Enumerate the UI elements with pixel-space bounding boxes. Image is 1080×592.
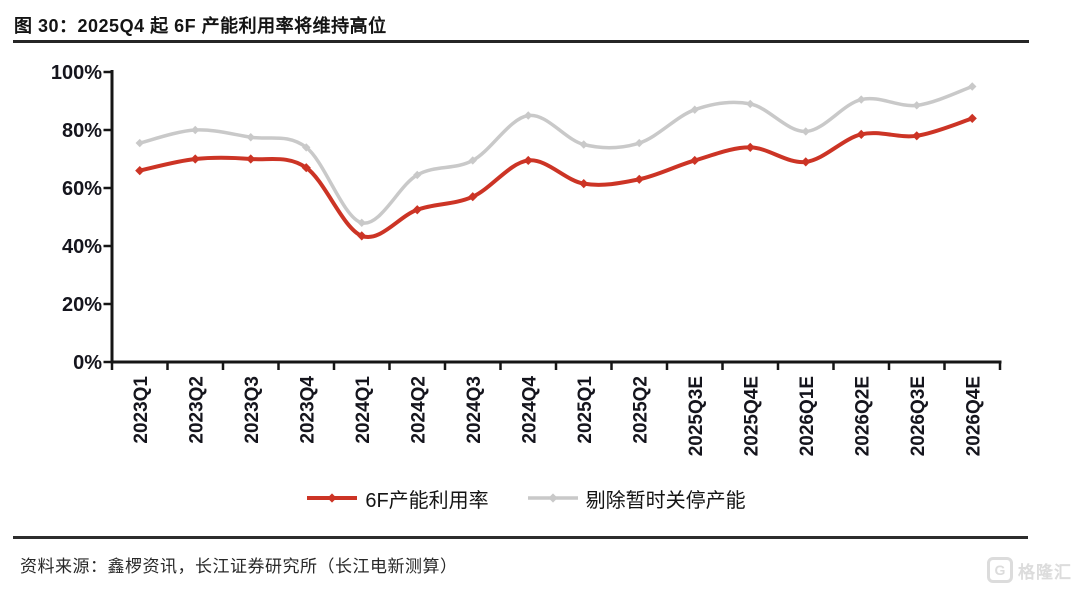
x-tick-label: 2026Q3E (908, 376, 929, 456)
series-data-point-1 (635, 138, 644, 148)
source-note: 资料来源：鑫椤资讯，长江证券研究所（长江电新测算） (20, 557, 458, 576)
series-data-point-0 (523, 155, 533, 166)
y-tick-label: 20% (62, 294, 102, 316)
y-tick-label: 0% (73, 352, 102, 374)
series-data-point-1 (690, 105, 699, 114)
series-data-point-1 (801, 127, 810, 136)
series-data-point-0 (135, 166, 145, 176)
footer-divider (13, 536, 1028, 539)
x-tick-label: 2026Q1E (797, 376, 818, 456)
legend-diamond-marker (548, 493, 558, 503)
x-tick-label: 2025Q3E (686, 376, 707, 456)
legend-item-6f-utilization: 6F产能利用率 (306, 484, 489, 513)
series-data-point-0 (912, 131, 922, 141)
chart-legend: 6F产能利用率 剔除暂时关停产能 (0, 484, 1066, 512)
series-data-point-0 (745, 142, 755, 152)
legend-label-excluded: 剔除暂时关停产能 (585, 489, 746, 512)
series-data-point-0 (246, 154, 256, 164)
series-data-point-0 (579, 179, 589, 189)
series-data-point-1 (191, 125, 200, 135)
series-data-point-0 (190, 154, 200, 164)
series-data-point-0 (357, 231, 367, 241)
x-tick-label: 2025Q1 (575, 376, 596, 444)
series-data-point-0 (412, 205, 422, 215)
series-data-point-1 (135, 138, 144, 148)
series-data-point-0 (967, 113, 977, 123)
x-tick-label: 2023Q4 (297, 376, 318, 444)
series-data-point-1 (302, 143, 311, 152)
series-data-point-0 (801, 157, 811, 167)
y-tick-label: 40% (62, 236, 102, 258)
series-data-point-0 (468, 192, 478, 202)
series-data-point-1 (413, 170, 422, 180)
series-data-point-1 (579, 140, 588, 149)
series-data-point-1 (357, 218, 366, 227)
series-data-point-0 (690, 155, 700, 166)
x-tick-label: 2025Q4E (741, 376, 762, 456)
gelonghui-logo-text: 格隆汇 (1018, 562, 1072, 582)
legend-line-marker-excluded (527, 493, 578, 503)
series-data-point-1 (912, 101, 921, 110)
x-tick-label: 2023Q3 (242, 376, 263, 444)
series-data-point-1 (857, 95, 866, 104)
series-data-point-0 (301, 163, 311, 173)
legend-diamond-marker (327, 493, 337, 503)
series-data-point-1 (468, 156, 477, 165)
legend-label-6f: 6F产能利用率 (365, 489, 489, 512)
x-tick-label: 2024Q3 (464, 376, 485, 444)
x-tick-label: 2024Q2 (408, 376, 429, 444)
legend-item-excluded-capacity: 剔除暂时关停产能 (527, 484, 746, 513)
x-tick-label: 2026Q2E (852, 376, 873, 456)
x-tick-label: 2026Q4E (963, 376, 984, 456)
series-data-point-1 (524, 111, 533, 120)
gelonghui-watermark: G 格隆汇 (987, 557, 1072, 583)
series-data-point-0 (634, 174, 644, 184)
x-tick-label: 2025Q2 (630, 376, 651, 444)
y-tick-label: 80% (62, 120, 102, 142)
series-data-point-1 (968, 82, 977, 91)
series-data-point-1 (746, 99, 755, 109)
series-data-point-0 (856, 129, 866, 139)
x-tick-label: 2024Q4 (519, 376, 540, 444)
legend-line-marker-6f (307, 493, 358, 503)
line-chart: 0% 20% 40% 60% 80% 100% 2023Q1 2023Q2 2023Q3 2023… (51, 62, 1002, 456)
series-data-point-1 (246, 133, 255, 142)
series-line-0 (137, 116, 975, 239)
y-tick-label: 100% (51, 62, 102, 84)
gelonghui-logo-icon: G (987, 557, 1013, 583)
x-tick-label: 2023Q2 (186, 376, 207, 444)
title-underline (13, 40, 1029, 43)
x-tick-label: 2023Q1 (131, 376, 152, 444)
figure-title: 图 30：2025Q4 起 6F 产能利用率将维持高位 (14, 16, 387, 36)
x-tick-label: 2024Q1 (353, 376, 374, 444)
series-line-1 (138, 84, 974, 225)
y-tick-label: 60% (62, 178, 102, 200)
